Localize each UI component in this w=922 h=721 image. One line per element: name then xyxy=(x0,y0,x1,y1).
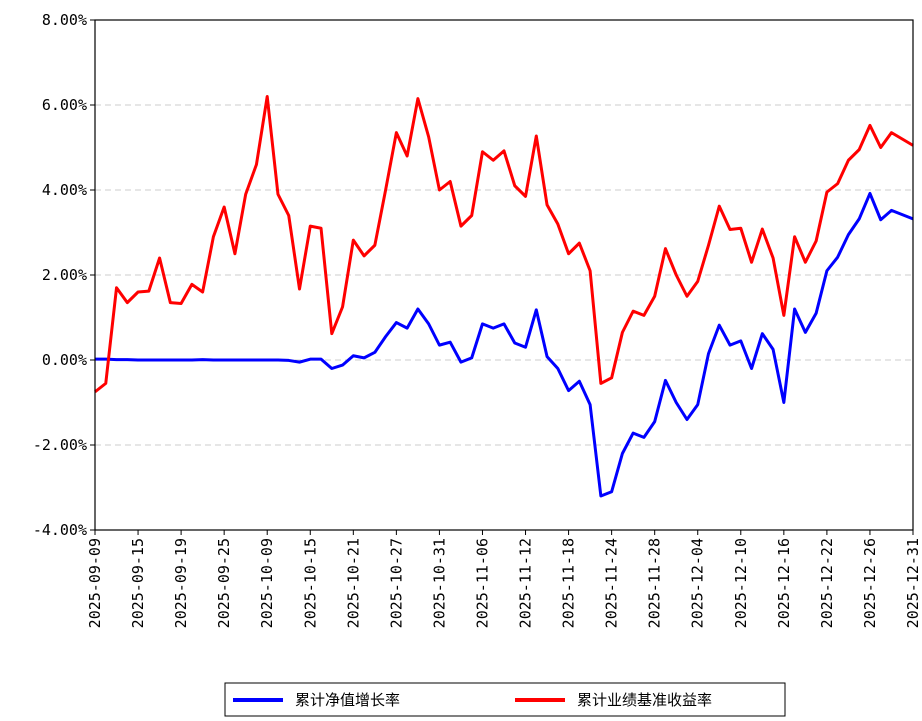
legend-label: 累计净值增长率 xyxy=(295,691,400,709)
plot-frame xyxy=(94,19,914,531)
x-tick-label: 2025-11-06 xyxy=(473,538,491,628)
x-tick-label: 2025-12-22 xyxy=(818,538,836,628)
y-tick-label: 6.00% xyxy=(42,96,87,114)
series-line xyxy=(95,191,914,498)
y-tick-label: 8.00% xyxy=(42,11,87,29)
legend-label: 累计业绩基准收益率 xyxy=(577,691,712,709)
legend-box xyxy=(224,682,786,717)
x-tick-label: 2025-09-09 xyxy=(86,538,104,628)
x-tick-label: 2025-12-04 xyxy=(689,538,707,628)
x-tick-label: 2025-10-27 xyxy=(387,538,405,628)
x-tick-label: 2025-10-31 xyxy=(430,538,448,628)
x-tick-label: 2025-11-12 xyxy=(517,538,535,628)
x-tick-label: 2025-10-09 xyxy=(258,538,276,628)
x-tick-label: 2025-12-16 xyxy=(775,538,793,628)
y-tick-label: -2.00% xyxy=(33,436,87,454)
x-tick-label: 2025-09-25 xyxy=(215,538,233,628)
x-tick-label: 2025-11-28 xyxy=(646,538,664,628)
y-tick-label: 0.00% xyxy=(42,351,87,369)
x-tick-label: 2025-12-26 xyxy=(861,538,879,628)
x-tick-label: 2025-10-15 xyxy=(301,538,319,628)
x-tick-label: 2025-09-19 xyxy=(172,538,190,628)
series-line xyxy=(94,95,914,394)
x-tick-label: 2025-12-10 xyxy=(732,538,750,628)
y-tick-label: 2.00% xyxy=(42,266,87,284)
x-tick-label: 2025-09-15 xyxy=(129,538,147,628)
y-tick-label: -4.00% xyxy=(33,521,87,539)
y-tick-label: 4.00% xyxy=(42,181,87,199)
x-tick-label: 2025-11-18 xyxy=(560,538,578,628)
x-tick-label: 2025-10-21 xyxy=(344,538,362,628)
x-tick-label: 2025-11-24 xyxy=(603,538,621,628)
x-tick-label: 2025-12-31 xyxy=(904,538,922,628)
